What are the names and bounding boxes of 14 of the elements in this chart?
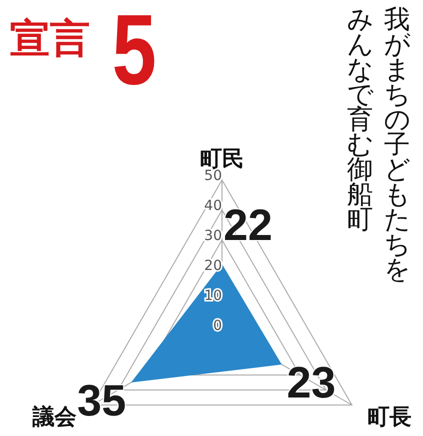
- y-tick-label: 40: [204, 198, 222, 214]
- data-label: 22: [224, 201, 272, 250]
- y-tick-label: 0: [213, 318, 222, 334]
- spoke-label: 議会: [32, 404, 78, 430]
- y-tick-label: 50: [204, 168, 222, 184]
- data-label: 23: [286, 358, 336, 408]
- chart-subtitle: 5: [112, 0, 156, 106]
- y-tick-label: 10: [204, 288, 222, 304]
- text: 我がまちの子どもたちをみんなで育む御船町: [347, 5, 411, 285]
- chart-title: 宣言: [10, 16, 90, 62]
- y-tick-label: 20: [204, 258, 222, 274]
- y-tick-label: 30: [204, 228, 222, 244]
- spoke-label: 町長: [367, 405, 412, 430]
- data-label: 35: [77, 376, 126, 426]
